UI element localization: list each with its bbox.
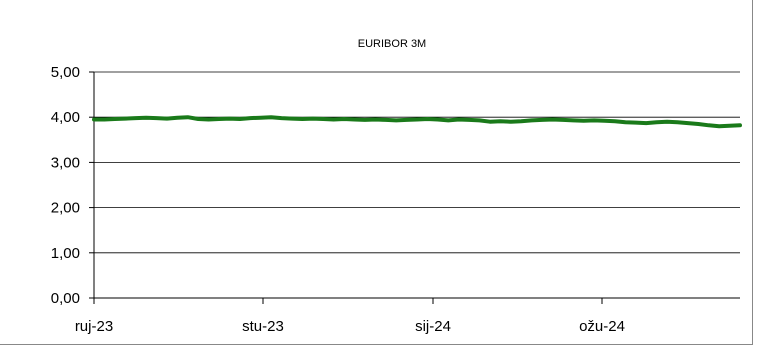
chart-frame (0, 0, 753, 345)
y-tick-labels: 0,00 1,00 2,00 3,00 4,00 5,00 (51, 64, 80, 307)
y-tick-label: 0,00 (51, 290, 80, 307)
x-tick-label: ožu-24 (579, 318, 625, 335)
y-tick-label: 5,00 (51, 64, 80, 81)
chart-title: EURIBOR 3M (358, 38, 426, 50)
x-tick-label: ruj-23 (75, 318, 113, 335)
x-tick-label: stu-23 (242, 318, 284, 335)
y-tick-label: 3,00 (51, 154, 80, 171)
x-tick-label: sij-24 (415, 318, 451, 335)
series-line (92, 115, 742, 129)
gridlines (94, 71, 740, 254)
axes (89, 71, 740, 304)
y-tick-label: 1,00 (51, 245, 80, 262)
series-group (92, 115, 742, 129)
x-tick-labels: ruj-23 stu-23 sij-24 ožu-24 (75, 318, 625, 335)
y-tick-label: 2,00 (51, 200, 80, 217)
y-tick-label: 4,00 (51, 109, 80, 126)
